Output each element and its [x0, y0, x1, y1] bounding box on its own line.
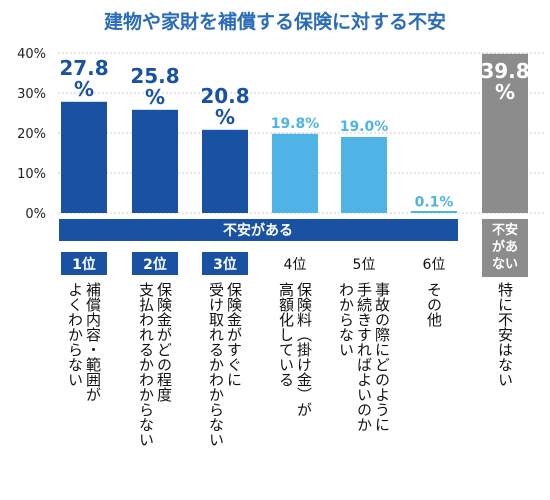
- category-label: 保険金がどの程度 支払われるかわからない: [137, 282, 173, 447]
- group-band-anxious: [59, 219, 458, 241]
- bar: [482, 53, 528, 213]
- group-label-none: ない: [492, 257, 518, 272]
- value-label: 27.8: [59, 56, 108, 80]
- y-tick-label: 10%: [17, 167, 46, 182]
- rank-label: 2位: [143, 256, 167, 273]
- value-label: 19.8%: [271, 116, 320, 132]
- bar: [411, 211, 457, 213]
- bar: [341, 137, 387, 213]
- bar: [61, 101, 107, 213]
- y-axis: 0% 10% 20% 30% 40%: [17, 47, 46, 222]
- bar: [272, 133, 318, 213]
- group-label-none: があ: [492, 239, 518, 255]
- category-label: 事故の際にどのように 手続きすればよいのか わからない: [337, 282, 391, 432]
- value-label: %: [74, 77, 94, 101]
- rank-label: 6位: [423, 257, 446, 273]
- value-labels: 27.8%25.8% 20.8% 19.8% 19.0%0.1%39.8%: [59, 56, 529, 211]
- chart-title: 建物や家財を補償する保険に対する不安: [104, 10, 446, 33]
- category-label: 特に不安はない: [496, 282, 514, 387]
- y-tick-label: 20%: [17, 127, 46, 142]
- value-label: 25.8: [130, 64, 179, 88]
- category-label: 保険料（掛け金）が 高額化している: [277, 282, 313, 417]
- value-label: %: [495, 80, 515, 104]
- value-label: 20.8: [200, 84, 249, 108]
- rank-badge: [202, 252, 248, 275]
- category-label: その他: [425, 282, 443, 327]
- rank-labels: 1位 2位 3位 4位 5位 6位: [61, 252, 445, 275]
- rank-label: 4位: [284, 257, 307, 273]
- category-label: 補償内容・範囲が よくわからない: [66, 282, 102, 402]
- value-label: 0.1%: [415, 195, 454, 211]
- rank-label: 5位: [353, 257, 376, 273]
- y-tick-label: 0%: [25, 207, 46, 222]
- value-label: 19.0%: [340, 119, 389, 135]
- rank-badge: [61, 252, 107, 275]
- y-tick-label: 30%: [17, 87, 46, 102]
- rank-label: 1位: [72, 256, 96, 273]
- category-label: 保険金がすぐに 受け取れるかわからない: [207, 282, 243, 447]
- value-label: 39.8: [480, 59, 529, 83]
- bars: [61, 53, 528, 213]
- group-label-anxious: 不安がある: [223, 222, 293, 239]
- rank-label: 3位: [213, 256, 237, 273]
- value-label: %: [215, 105, 235, 129]
- y-tick-label: 40%: [17, 47, 46, 62]
- value-label: %: [145, 85, 165, 109]
- bar: [132, 109, 178, 213]
- rank-badge: [132, 252, 178, 275]
- group-band-none: [482, 219, 528, 277]
- bar: [202, 129, 248, 213]
- group-label-none: 不安: [492, 222, 518, 238]
